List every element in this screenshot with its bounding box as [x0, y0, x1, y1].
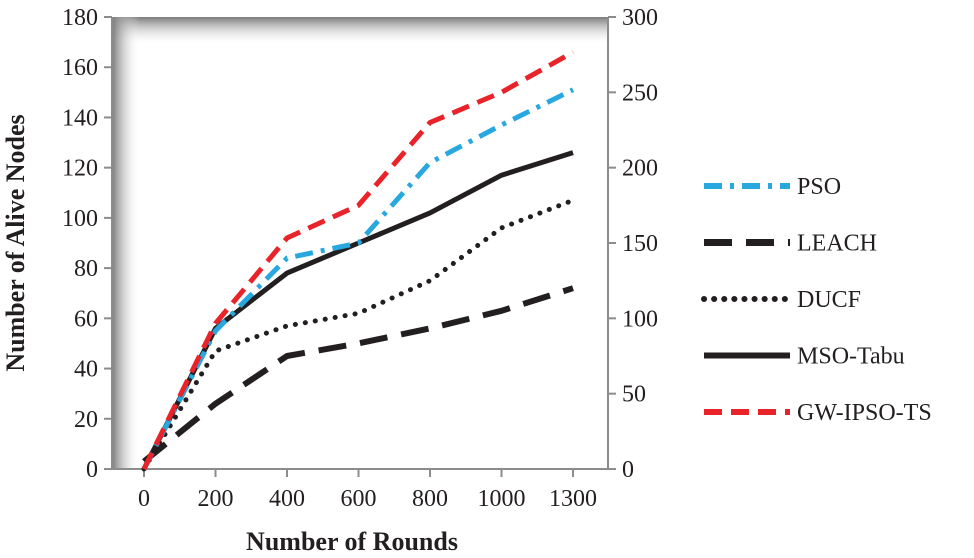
- y-tick-label: 120: [62, 156, 98, 182]
- y-tick-label: 60: [74, 306, 98, 332]
- secondary-y-axis-ticks: 0 50 100 150 200 250 300: [608, 5, 658, 483]
- x-tick-label: 400: [269, 486, 305, 512]
- series-line-gw-ipso-ts: [141, 50, 575, 471]
- y2-tick-label: 100: [622, 306, 658, 332]
- legend: PSO LEACH DUCF MSO-Tabu GW-IPSO-TS: [701, 174, 932, 426]
- y-tick-label: 140: [62, 105, 98, 131]
- plot-shadow-top: [112, 17, 608, 45]
- plot-shadow-left: [112, 17, 140, 469]
- x-axis-title: Number of Rounds: [246, 527, 458, 556]
- y2-tick-label: 50: [622, 382, 646, 408]
- x-tick-label: 800: [412, 486, 448, 512]
- legend-label-pso: PSO: [797, 174, 841, 200]
- x-tick-label: 0: [138, 486, 150, 512]
- y-tick-label: 180: [62, 5, 98, 31]
- legend-label-mso-tabu: MSO-Tabu: [797, 344, 905, 370]
- y2-tick-label: 200: [622, 156, 658, 182]
- series-line-leach: [142, 285, 574, 464]
- series-line-pso: [141, 87, 575, 471]
- x-tick-label: 600: [341, 486, 377, 512]
- y-tick-label: 80: [74, 256, 98, 282]
- y-tick-label: 40: [74, 357, 98, 383]
- x-tick-label: 1000: [478, 486, 526, 512]
- x-tick-label: 200: [198, 486, 234, 512]
- y-tick-label: 100: [62, 206, 98, 232]
- y2-tick-label: 0: [622, 457, 634, 483]
- y2-tick-label: 150: [622, 231, 658, 257]
- y-axis-ticks: 0 20 40 60 80 100 120 140 160 180: [62, 5, 112, 483]
- y-tick-label: 20: [74, 407, 98, 433]
- series-line-ducf: [141, 197, 576, 472]
- x-tick-label: 1300: [549, 486, 597, 512]
- x-axis-ticks: 0 200 400 600 800 1000 1300: [138, 469, 597, 512]
- y2-tick-label: 250: [622, 80, 658, 106]
- legend-label-ducf: DUCF: [797, 287, 861, 313]
- y-axis-title: Number of Alive Nodes: [1, 114, 30, 371]
- series-layer: [141, 50, 576, 472]
- y-tick-label: 0: [86, 457, 98, 483]
- plot-area: [111, 17, 609, 470]
- legend-label-leach: LEACH: [797, 231, 877, 257]
- y-tick-label: 160: [62, 55, 98, 81]
- legend-label-gw-ipso-ts: GW-IPSO-TS: [797, 400, 932, 426]
- y2-tick-label: 300: [622, 5, 658, 31]
